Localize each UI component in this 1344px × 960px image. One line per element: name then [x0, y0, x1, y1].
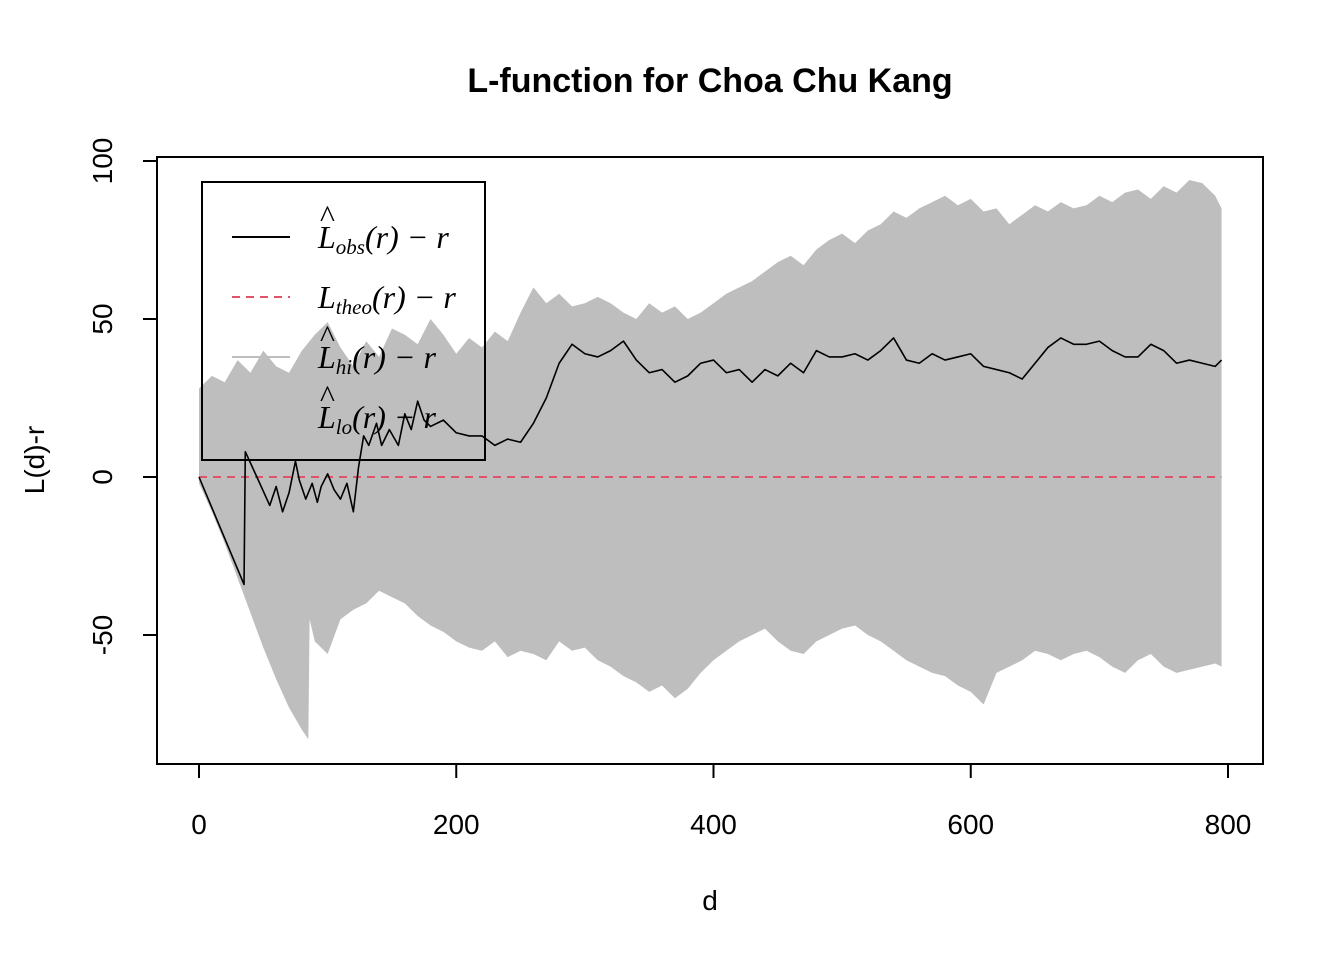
- legend-hat: ^: [319, 378, 335, 414]
- legend-label-lo: Llo(r) − r: [317, 399, 437, 439]
- x-axis-label: d: [702, 885, 718, 916]
- legend-label-theo: Ltheo(r) − r: [317, 279, 456, 319]
- lines-layer: [198, 337, 1223, 586]
- series-obs-line: [198, 337, 1223, 586]
- x-axis: 0 200 400 600 800: [191, 763, 1252, 840]
- x-tick-label: 0: [191, 809, 207, 840]
- y-tick-label: 50: [87, 303, 118, 334]
- legend-hat: ^: [319, 198, 335, 234]
- chart-title: L-function for Choa Chu Kang: [467, 62, 952, 100]
- y-axis-label: L(d)-r: [19, 426, 50, 494]
- legend-box: [201, 181, 486, 461]
- legend-label-obs: Lobs(r) − r: [317, 219, 449, 259]
- y-tick-label: -50: [87, 615, 118, 655]
- y-tick-label: 0: [87, 469, 118, 485]
- legend-label-hi: Lhi(r) − r: [317, 339, 437, 379]
- y-tick-label: 100: [87, 138, 118, 185]
- x-tick-label: 600: [947, 809, 994, 840]
- envelope-layer: [199, 179, 1222, 740]
- x-tick-label: 200: [433, 809, 480, 840]
- x-tick-label: 800: [1205, 809, 1252, 840]
- x-tick-label: 400: [690, 809, 737, 840]
- y-axis: -50 0 50 100: [87, 138, 158, 655]
- envelope-area: [199, 179, 1222, 740]
- legend-hat: ^: [319, 318, 335, 354]
